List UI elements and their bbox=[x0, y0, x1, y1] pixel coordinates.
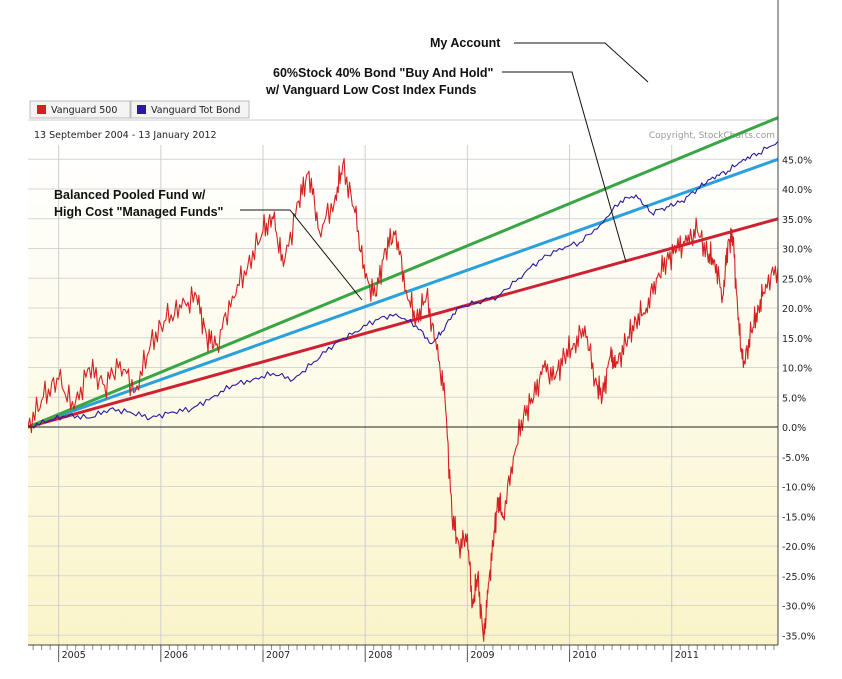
annotation-managed-funds-pointer bbox=[240, 209, 363, 301]
y-tick-label: 45.0% bbox=[782, 155, 812, 166]
annotation-buy-and-hold-pointer bbox=[502, 71, 627, 263]
x-tick-label: 2006 bbox=[164, 650, 188, 661]
y-tick-label: 25.0% bbox=[782, 274, 812, 285]
annotation-managed-funds-line-1: Balanced Pooled Fund w/ bbox=[54, 188, 206, 202]
y-tick-label: -15.0% bbox=[782, 512, 816, 523]
x-tick-label: 2008 bbox=[368, 650, 392, 661]
y-tick-label: 15.0% bbox=[782, 334, 812, 345]
annotation-buy-and-hold-line-2: w/ Vanguard Low Cost Index Funds bbox=[265, 83, 476, 97]
annotation-my-account: My Account bbox=[430, 36, 501, 50]
y-tick-label: -30.0% bbox=[782, 602, 816, 613]
y-tick-label: 35.0% bbox=[782, 215, 812, 226]
legend-item-vanguard-500-box bbox=[29, 100, 131, 119]
copyright: Copyright, StockCharts.com bbox=[649, 131, 775, 141]
y-tick-label: -20.0% bbox=[782, 542, 816, 553]
series-line-balanced-pooled-fund-w-high-cost-managed-funds bbox=[28, 217, 778, 429]
y-tick-label: 20.0% bbox=[782, 304, 812, 315]
y-tick-label: 0.0% bbox=[782, 423, 806, 434]
series-line-my-account bbox=[28, 116, 778, 429]
legend-label-vanguard-tot-bond: Vanguard Tot Bond bbox=[151, 105, 240, 116]
series-line-60-stock-40-bond-buy-and-hold-w-vanguard-low-cost-index-funds bbox=[28, 157, 778, 429]
y-tick-label: -25.0% bbox=[782, 572, 816, 583]
x-tick-label: 2009 bbox=[470, 650, 494, 661]
series-layer bbox=[28, 116, 778, 642]
y-tick-label: -5.0% bbox=[782, 453, 810, 464]
x-tick-label: 2007 bbox=[266, 650, 290, 661]
x-axis: 2005 2006 2007 2008 2009 2010 2011 bbox=[32, 645, 775, 662]
y-tick-label: 5.0% bbox=[782, 393, 806, 404]
x-tick-label: 2010 bbox=[573, 650, 597, 661]
x-tick-label: 2011 bbox=[675, 650, 699, 661]
date-range: 13 September 2004 - 13 January 2012 bbox=[34, 130, 217, 141]
annotation-my-account-pointer bbox=[514, 42, 649, 83]
annotation-managed-funds-line-2: High Cost "Managed Funds" bbox=[54, 205, 224, 219]
plot-background bbox=[28, 145, 778, 645]
annotations: My Account 60%Stock 40% Bond "Buy And Ho… bbox=[54, 36, 649, 301]
y-tick-label: 40.0% bbox=[782, 185, 812, 196]
y-axis: -35.0% -30.0% -25.0% -20.0% -15.0% -10.0% -5.0… bbox=[782, 155, 816, 642]
series-line-vanguard-500 bbox=[28, 157, 778, 642]
annotation-buy-and-hold-line-1: 60%Stock 40% Bond "Buy And Hold" bbox=[273, 66, 494, 80]
series-line-vanguard-tot-bond bbox=[28, 141, 778, 429]
legend-item-vanguard-tot-bond-box bbox=[130, 100, 250, 119]
y-tick-label: 30.0% bbox=[782, 245, 812, 256]
y-tick-label: -35.0% bbox=[782, 631, 816, 642]
legend-swatch-vanguard-tot-bond bbox=[137, 105, 146, 114]
y-tick-label: -10.0% bbox=[782, 483, 816, 494]
x-tick-label: 2005 bbox=[62, 650, 86, 661]
legend: Vanguard 500 Vanguard Tot Bond bbox=[29, 100, 250, 119]
legend-label-vanguard-500: Vanguard 500 bbox=[51, 105, 117, 116]
y-tick-label: 10.0% bbox=[782, 364, 812, 375]
legend-swatch-vanguard-500 bbox=[37, 105, 46, 114]
